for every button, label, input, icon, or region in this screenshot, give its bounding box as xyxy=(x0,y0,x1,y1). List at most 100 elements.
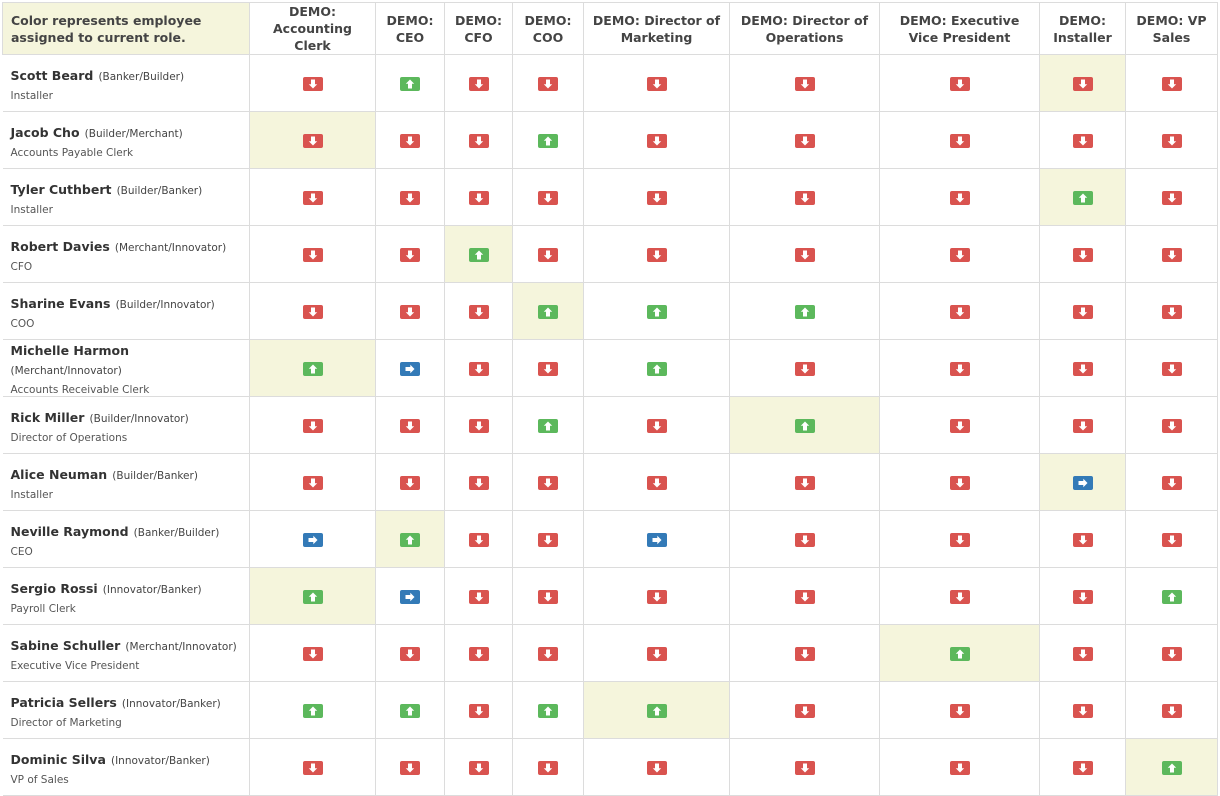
arrow-down-icon[interactable] xyxy=(1072,761,1093,775)
arrow-down-icon[interactable] xyxy=(1161,134,1182,148)
arrow-right-icon[interactable] xyxy=(302,533,323,547)
arrow-up-icon[interactable] xyxy=(794,305,815,319)
arrow-up-icon[interactable] xyxy=(646,704,667,718)
arrow-down-icon[interactable] xyxy=(400,647,420,661)
arrow-up-icon[interactable] xyxy=(468,248,489,262)
arrow-down-icon[interactable] xyxy=(1161,77,1182,91)
arrow-down-icon[interactable] xyxy=(794,761,815,775)
arrow-up-icon[interactable] xyxy=(400,533,420,547)
arrow-down-icon[interactable] xyxy=(794,362,815,376)
arrow-down-icon[interactable] xyxy=(1072,77,1093,91)
arrow-down-icon[interactable] xyxy=(468,476,489,490)
arrow-down-icon[interactable] xyxy=(538,533,558,547)
arrow-down-icon[interactable] xyxy=(949,704,970,718)
arrow-down-icon[interactable] xyxy=(646,248,667,262)
role-header[interactable]: DEMO: CFO xyxy=(444,2,513,55)
arrow-down-icon[interactable] xyxy=(794,77,815,91)
arrow-down-icon[interactable] xyxy=(794,476,815,490)
arrow-down-icon[interactable] xyxy=(949,761,970,775)
role-header[interactable]: DEMO: VP Sales xyxy=(1125,2,1218,55)
arrow-down-icon[interactable] xyxy=(538,476,558,490)
arrow-down-icon[interactable] xyxy=(1161,533,1182,547)
arrow-down-icon[interactable] xyxy=(400,476,420,490)
arrow-down-icon[interactable] xyxy=(468,419,489,433)
arrow-down-icon[interactable] xyxy=(949,362,970,376)
arrow-down-icon[interactable] xyxy=(1161,419,1182,433)
arrow-down-icon[interactable] xyxy=(468,77,489,91)
arrow-down-icon[interactable] xyxy=(468,704,489,718)
arrow-down-icon[interactable] xyxy=(302,761,323,775)
arrow-down-icon[interactable] xyxy=(1161,305,1182,319)
arrow-down-icon[interactable] xyxy=(1072,647,1093,661)
arrow-down-icon[interactable] xyxy=(302,77,323,91)
arrow-up-icon[interactable] xyxy=(302,590,323,604)
arrow-up-icon[interactable] xyxy=(400,704,420,718)
arrow-up-icon[interactable] xyxy=(302,704,323,718)
employee-name[interactable]: Patricia Sellers xyxy=(10,694,117,710)
arrow-down-icon[interactable] xyxy=(468,533,489,547)
arrow-up-icon[interactable] xyxy=(1072,191,1093,205)
arrow-up-icon[interactable] xyxy=(538,704,558,718)
arrow-up-icon[interactable] xyxy=(538,419,558,433)
role-header[interactable]: DEMO: Executive Vice President xyxy=(879,2,1040,55)
arrow-up-icon[interactable] xyxy=(646,362,667,376)
employee-name[interactable]: Scott Beard xyxy=(10,67,94,83)
arrow-down-icon[interactable] xyxy=(646,77,667,91)
arrow-down-icon[interactable] xyxy=(794,248,815,262)
arrow-right-icon[interactable] xyxy=(646,533,667,547)
arrow-down-icon[interactable] xyxy=(1161,704,1182,718)
arrow-down-icon[interactable] xyxy=(468,362,489,376)
arrow-down-icon[interactable] xyxy=(794,704,815,718)
arrow-down-icon[interactable] xyxy=(302,476,323,490)
employee-name[interactable]: Michelle Harmon xyxy=(10,343,129,358)
role-header[interactable]: DEMO: Director of Marketing xyxy=(583,2,730,55)
arrow-down-icon[interactable] xyxy=(1161,476,1182,490)
arrow-right-icon[interactable] xyxy=(400,362,420,376)
arrow-up-icon[interactable] xyxy=(302,362,323,376)
arrow-down-icon[interactable] xyxy=(468,761,489,775)
employee-name[interactable]: Sabine Schuller xyxy=(10,637,121,653)
arrow-down-icon[interactable] xyxy=(538,761,558,775)
arrow-down-icon[interactable] xyxy=(646,191,667,205)
arrow-down-icon[interactable] xyxy=(646,419,667,433)
arrow-down-icon[interactable] xyxy=(302,191,323,205)
arrow-down-icon[interactable] xyxy=(794,134,815,148)
role-header[interactable]: DEMO: Director of Operations xyxy=(729,2,880,55)
employee-name[interactable]: Sergio Rossi xyxy=(10,580,98,596)
role-header[interactable]: DEMO: Accounting Clerk xyxy=(249,2,376,55)
arrow-right-icon[interactable] xyxy=(1072,476,1093,490)
arrow-down-icon[interactable] xyxy=(302,647,323,661)
arrow-up-icon[interactable] xyxy=(538,305,558,319)
arrow-down-icon[interactable] xyxy=(1161,191,1182,205)
arrow-up-icon[interactable] xyxy=(1161,761,1182,775)
employee-name[interactable]: Jacob Cho xyxy=(10,124,80,140)
arrow-down-icon[interactable] xyxy=(949,533,970,547)
arrow-up-icon[interactable] xyxy=(794,419,815,433)
arrow-down-icon[interactable] xyxy=(1072,533,1093,547)
arrow-down-icon[interactable] xyxy=(538,248,558,262)
employee-name[interactable]: Robert Davies xyxy=(10,238,110,254)
arrow-down-icon[interactable] xyxy=(646,476,667,490)
arrow-down-icon[interactable] xyxy=(949,476,970,490)
arrow-down-icon[interactable] xyxy=(302,248,323,262)
arrow-down-icon[interactable] xyxy=(468,134,489,148)
arrow-down-icon[interactable] xyxy=(949,419,970,433)
role-header[interactable]: DEMO: COO xyxy=(512,2,584,55)
role-header[interactable]: DEMO: CEO xyxy=(375,2,445,55)
arrow-up-icon[interactable] xyxy=(400,77,420,91)
employee-name[interactable]: Tyler Cuthbert xyxy=(10,181,112,197)
arrow-down-icon[interactable] xyxy=(1072,590,1093,604)
arrow-down-icon[interactable] xyxy=(538,647,558,661)
arrow-down-icon[interactable] xyxy=(1161,248,1182,262)
arrow-down-icon[interactable] xyxy=(400,761,420,775)
arrow-down-icon[interactable] xyxy=(646,134,667,148)
arrow-down-icon[interactable] xyxy=(794,191,815,205)
arrow-down-icon[interactable] xyxy=(1072,419,1093,433)
arrow-down-icon[interactable] xyxy=(1072,305,1093,319)
arrow-up-icon[interactable] xyxy=(949,647,970,661)
arrow-down-icon[interactable] xyxy=(302,419,323,433)
arrow-down-icon[interactable] xyxy=(949,305,970,319)
arrow-down-icon[interactable] xyxy=(302,134,323,148)
arrow-down-icon[interactable] xyxy=(794,647,815,661)
employee-name[interactable]: Dominic Silva xyxy=(10,751,106,767)
